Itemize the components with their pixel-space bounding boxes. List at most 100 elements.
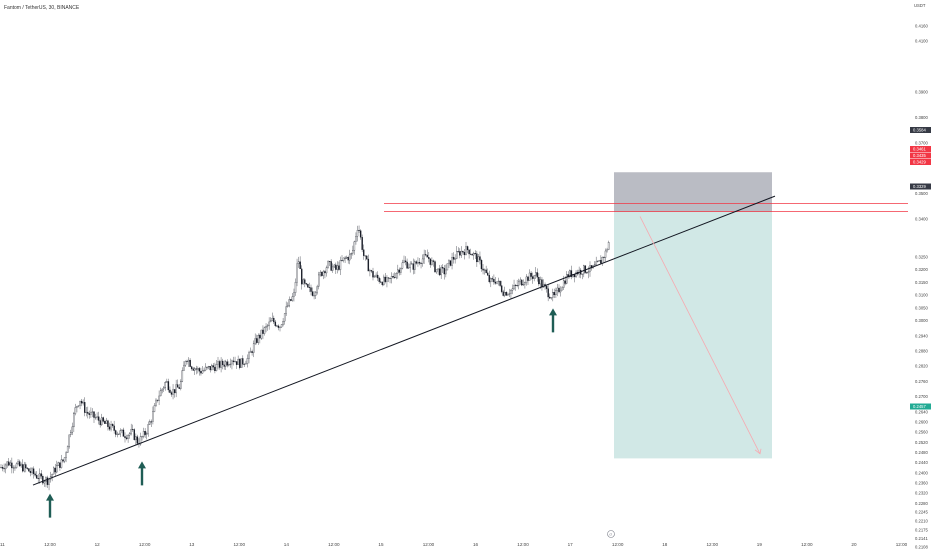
price-axis-label: 0.2600 [915, 420, 928, 425]
candle [186, 359, 188, 365]
candle [468, 249, 470, 259]
candle [257, 333, 260, 345]
price-axis-label: 0.2400 [915, 470, 928, 475]
candle [318, 271, 320, 290]
candle-body [274, 321, 277, 326]
time-axis-label: 12:00 [707, 542, 719, 547]
candle [97, 411, 100, 425]
candle-body [252, 343, 255, 353]
candle-body [32, 468, 35, 475]
price-axis-label: 0.3050 [915, 305, 928, 310]
candle [449, 260, 452, 267]
ascending-trendline [32, 195, 776, 486]
candle-body [511, 288, 514, 291]
candle [141, 435, 143, 441]
time-axis-label: 14 [284, 542, 290, 547]
candle [307, 283, 309, 288]
candle-body [144, 431, 146, 435]
candle-body [373, 276, 376, 278]
candle-body [488, 274, 490, 283]
candle [556, 283, 559, 297]
candle [279, 326, 281, 332]
candle-body [319, 271, 322, 276]
price-tag-bg [910, 152, 931, 159]
candle-body [28, 468, 30, 472]
candle [269, 317, 272, 323]
time-axis-label: 11 [0, 542, 5, 547]
candle-body [480, 260, 483, 270]
candle [207, 365, 210, 370]
candle [331, 263, 334, 273]
price-axis-label: 0.2880 [915, 348, 928, 353]
candle-body [321, 271, 323, 276]
candle-body [466, 246, 469, 251]
candle-body [469, 253, 472, 255]
up-arrow-icon [46, 493, 54, 518]
candle [183, 361, 185, 371]
candle-body [211, 365, 213, 371]
candle [364, 255, 366, 261]
candle [597, 260, 599, 263]
candle [11, 457, 13, 474]
candle-body [56, 465, 58, 473]
candle-body [412, 263, 415, 270]
candle-body [502, 291, 504, 296]
time-axis-label: 12:00 [234, 542, 246, 547]
candle [511, 284, 514, 295]
candle-body [260, 329, 263, 339]
candle [96, 412, 98, 421]
candle [169, 386, 171, 394]
candle-body [285, 306, 287, 314]
candle-body [493, 278, 495, 283]
candle [4, 463, 7, 474]
candle-body [102, 417, 105, 422]
candle [221, 358, 224, 370]
price-tag: 0.3329 [910, 183, 931, 190]
candle [386, 275, 388, 288]
candle [457, 247, 459, 253]
candle [558, 284, 560, 294]
candle-body [390, 276, 393, 279]
candle-body [228, 364, 230, 366]
candle [14, 465, 16, 471]
candle-body [0, 467, 2, 468]
candle [254, 333, 256, 346]
candle [370, 269, 373, 274]
candle [248, 350, 250, 364]
candle-body [256, 338, 258, 343]
candle-body [34, 473, 36, 476]
candle [459, 248, 461, 259]
price-tag-value: 0.2457 [913, 404, 926, 409]
candle-body [581, 273, 583, 275]
candle [598, 259, 601, 262]
candle [471, 253, 473, 256]
candle-body [483, 269, 486, 271]
candle-body [74, 407, 77, 414]
candle [397, 264, 399, 279]
candle-body [308, 287, 311, 288]
candle-body [116, 433, 118, 435]
candle [525, 274, 528, 286]
candle-body [375, 274, 377, 277]
candle [528, 269, 531, 281]
candle [390, 272, 393, 284]
candle [212, 363, 215, 371]
candle [232, 356, 235, 366]
candle-body [296, 263, 298, 283]
candle-body [82, 402, 84, 404]
candle [570, 265, 573, 280]
candle [164, 380, 167, 391]
tradingview-logo-icon[interactable]: d [607, 530, 615, 538]
candle [118, 433, 120, 435]
candle-body [552, 292, 554, 298]
candle [8, 458, 10, 467]
price-axis-label: 0.2280 [915, 501, 928, 506]
candle-body [505, 291, 508, 296]
candle-body [378, 277, 380, 282]
candle [135, 433, 137, 446]
candle-body [130, 428, 132, 434]
candle-body [93, 411, 95, 418]
candle-body [51, 474, 53, 477]
candle-body [1, 467, 4, 469]
candle [349, 249, 351, 265]
